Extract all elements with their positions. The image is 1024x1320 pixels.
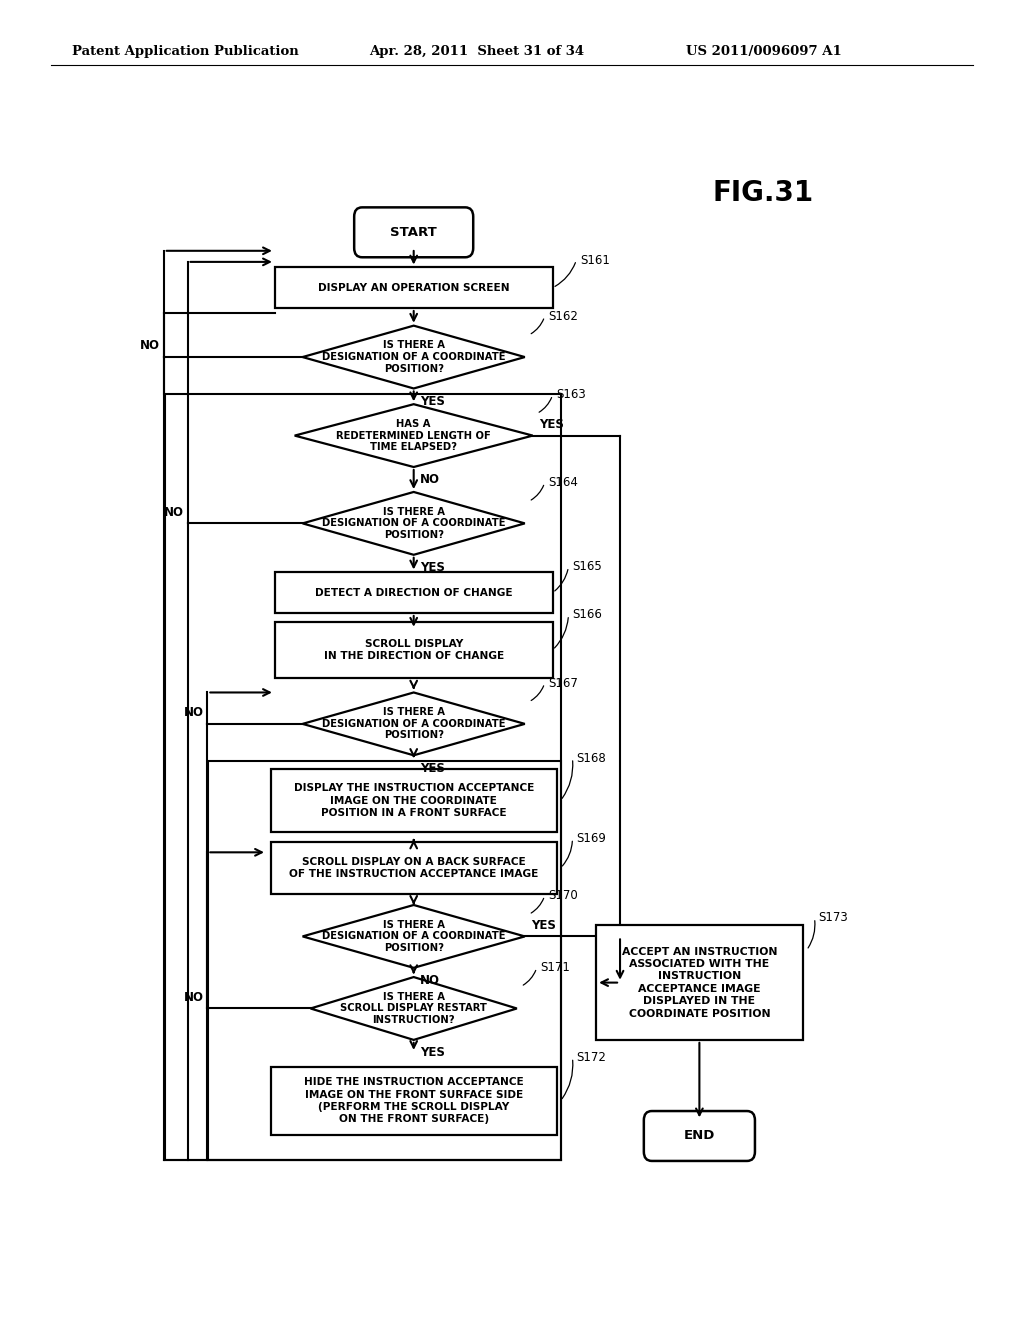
Text: S167: S167 [549,677,579,690]
Polygon shape [303,906,524,968]
Text: NO: NO [420,474,440,487]
Text: Patent Application Publication: Patent Application Publication [72,45,298,58]
FancyBboxPatch shape [274,268,553,308]
Text: NO: NO [183,706,204,719]
Text: END: END [684,1130,715,1143]
Text: NO: NO [420,974,440,987]
Text: S164: S164 [549,477,579,490]
Text: IS THERE A
DESIGNATION OF A COORDINATE
POSITION?: IS THERE A DESIGNATION OF A COORDINATE P… [322,920,506,953]
Text: US 2011/0096097 A1: US 2011/0096097 A1 [686,45,842,58]
Text: NO: NO [139,339,160,352]
Text: S170: S170 [549,890,579,903]
Text: IS THERE A
DESIGNATION OF A COORDINATE
POSITION?: IS THERE A DESIGNATION OF A COORDINATE P… [322,507,506,540]
Text: NO: NO [183,991,204,1005]
Text: HAS A
REDETERMINED LENGTH OF
TIME ELAPSED?: HAS A REDETERMINED LENGTH OF TIME ELAPSE… [336,418,492,453]
Polygon shape [303,492,524,554]
Text: S165: S165 [572,560,602,573]
Text: IS THERE A
DESIGNATION OF A COORDINATE
POSITION?: IS THERE A DESIGNATION OF A COORDINATE P… [322,341,506,374]
FancyBboxPatch shape [274,573,553,612]
FancyBboxPatch shape [644,1111,755,1162]
Text: YES: YES [539,418,564,432]
FancyBboxPatch shape [270,1067,557,1135]
Polygon shape [295,404,532,467]
Text: YES: YES [420,395,444,408]
Text: SCROLL DISPLAY
IN THE DIRECTION OF CHANGE: SCROLL DISPLAY IN THE DIRECTION OF CHANG… [324,639,504,661]
FancyBboxPatch shape [596,925,803,1040]
FancyBboxPatch shape [270,770,557,832]
Text: SCROLL DISPLAY ON A BACK SURFACE
OF THE INSTRUCTION ACCEPTANCE IMAGE: SCROLL DISPLAY ON A BACK SURFACE OF THE … [289,857,539,879]
Text: HIDE THE INSTRUCTION ACCEPTANCE
IMAGE ON THE FRONT SURFACE SIDE
(PERFORM THE SCR: HIDE THE INSTRUCTION ACCEPTANCE IMAGE ON… [304,1077,523,1125]
Text: S162: S162 [549,310,579,323]
Text: Apr. 28, 2011  Sheet 31 of 34: Apr. 28, 2011 Sheet 31 of 34 [369,45,584,58]
Text: S173: S173 [818,911,848,924]
Text: S169: S169 [577,832,606,845]
Text: DISPLAY AN OPERATION SCREEN: DISPLAY AN OPERATION SCREEN [317,282,510,293]
Text: S171: S171 [541,961,570,974]
Polygon shape [303,326,524,388]
Text: S168: S168 [577,751,606,764]
Text: START: START [390,226,437,239]
FancyBboxPatch shape [274,622,553,677]
Polygon shape [310,977,517,1040]
Text: FIG.31: FIG.31 [713,178,813,207]
Text: IS THERE A
SCROLL DISPLAY RESTART
INSTRUCTION?: IS THERE A SCROLL DISPLAY RESTART INSTRU… [340,991,487,1026]
Text: NO: NO [164,506,183,519]
Text: DETECT A DIRECTION OF CHANGE: DETECT A DIRECTION OF CHANGE [315,587,512,598]
Text: S172: S172 [577,1051,606,1064]
FancyBboxPatch shape [270,842,557,894]
Text: YES: YES [420,762,444,775]
Text: DISPLAY THE INSTRUCTION ACCEPTANCE
IMAGE ON THE COORDINATE
POSITION IN A FRONT S: DISPLAY THE INSTRUCTION ACCEPTANCE IMAGE… [294,783,534,818]
Text: S166: S166 [572,609,602,622]
Text: S161: S161 [581,253,610,267]
FancyBboxPatch shape [354,207,473,257]
Text: YES: YES [531,919,556,932]
Text: S163: S163 [557,388,587,401]
Text: ACCEPT AN INSTRUCTION
ASSOCIATED WITH THE
INSTRUCTION
ACCEPTANCE IMAGE
DISPLAYED: ACCEPT AN INSTRUCTION ASSOCIATED WITH TH… [622,946,777,1019]
Polygon shape [303,693,524,755]
Text: YES: YES [420,1047,444,1060]
Text: YES: YES [420,561,444,574]
Text: IS THERE A
DESIGNATION OF A COORDINATE
POSITION?: IS THERE A DESIGNATION OF A COORDINATE P… [322,708,506,741]
